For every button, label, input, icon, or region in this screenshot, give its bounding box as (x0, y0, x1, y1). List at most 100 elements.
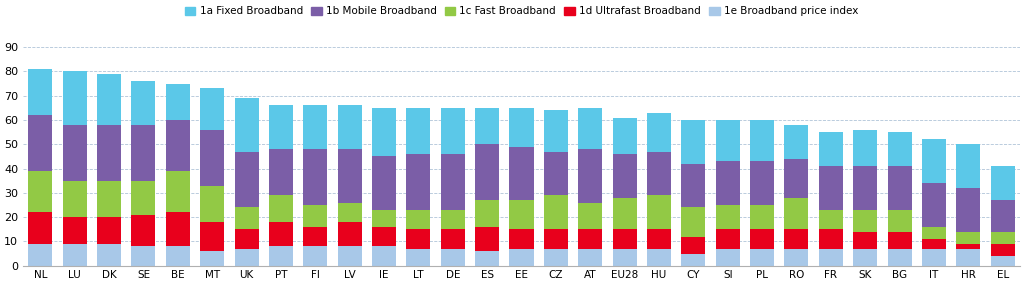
Bar (647, 249, 671, 266)
Bar (407, 108, 430, 154)
Bar (750, 229, 774, 249)
Bar (62, 181, 87, 217)
Bar (579, 229, 602, 249)
Bar (131, 246, 156, 266)
Bar (440, 154, 465, 210)
Bar (990, 200, 1015, 232)
Bar (956, 188, 980, 232)
Legend: 1a Fixed Broadband, 1b Mobile Broadband, 1c Fast Broadband, 1d Ultrafast Broadba: 1a Fixed Broadband, 1b Mobile Broadband,… (183, 4, 860, 18)
Bar (888, 132, 911, 166)
Bar (62, 244, 87, 266)
Bar (681, 237, 706, 254)
Bar (131, 81, 156, 125)
Bar (62, 71, 87, 125)
Bar (853, 210, 878, 232)
Bar (647, 113, 671, 151)
Bar (200, 185, 224, 222)
Bar (544, 151, 568, 195)
Bar (62, 217, 87, 244)
Bar (338, 246, 361, 266)
Bar (97, 181, 121, 217)
Bar (647, 195, 671, 229)
Bar (166, 83, 189, 120)
Bar (784, 159, 809, 198)
Bar (303, 105, 328, 149)
Bar (166, 212, 189, 246)
Bar (750, 120, 774, 161)
Bar (647, 151, 671, 195)
Bar (716, 205, 739, 229)
Bar (234, 207, 259, 229)
Bar (29, 212, 52, 244)
Bar (819, 249, 843, 266)
Bar (269, 246, 293, 266)
Bar (990, 166, 1015, 200)
Bar (716, 229, 739, 249)
Bar (612, 118, 637, 154)
Bar (372, 156, 396, 210)
Bar (922, 183, 946, 227)
Bar (853, 232, 878, 249)
Bar (303, 246, 328, 266)
Bar (475, 108, 499, 144)
Bar (200, 130, 224, 185)
Bar (579, 202, 602, 229)
Bar (544, 249, 568, 266)
Bar (681, 207, 706, 237)
Bar (579, 108, 602, 149)
Bar (750, 161, 774, 205)
Bar (612, 229, 637, 249)
Bar (131, 215, 156, 246)
Bar (475, 200, 499, 227)
Bar (269, 222, 293, 246)
Bar (888, 249, 911, 266)
Bar (784, 229, 809, 249)
Bar (475, 227, 499, 251)
Bar (510, 108, 534, 147)
Bar (269, 195, 293, 222)
Bar (922, 239, 946, 249)
Bar (234, 249, 259, 266)
Bar (853, 249, 878, 266)
Bar (888, 210, 911, 232)
Bar (612, 249, 637, 266)
Bar (853, 166, 878, 210)
Bar (510, 229, 534, 249)
Bar (647, 229, 671, 249)
Bar (475, 251, 499, 266)
Bar (338, 149, 361, 202)
Bar (612, 154, 637, 198)
Bar (338, 222, 361, 246)
Bar (372, 227, 396, 246)
Bar (956, 232, 980, 244)
Bar (819, 166, 843, 210)
Bar (62, 125, 87, 181)
Bar (440, 108, 465, 154)
Bar (29, 115, 52, 171)
Bar (922, 139, 946, 183)
Bar (819, 229, 843, 249)
Bar (956, 244, 980, 249)
Bar (922, 249, 946, 266)
Bar (97, 74, 121, 125)
Bar (819, 132, 843, 166)
Bar (888, 166, 911, 210)
Bar (269, 105, 293, 149)
Bar (407, 210, 430, 229)
Bar (681, 254, 706, 266)
Bar (888, 232, 911, 249)
Bar (681, 120, 706, 164)
Bar (784, 249, 809, 266)
Bar (440, 210, 465, 229)
Bar (990, 256, 1015, 266)
Bar (269, 149, 293, 195)
Bar (97, 125, 121, 181)
Bar (716, 120, 739, 161)
Bar (166, 120, 189, 171)
Bar (853, 130, 878, 166)
Bar (681, 164, 706, 207)
Bar (200, 222, 224, 251)
Bar (716, 161, 739, 205)
Bar (956, 249, 980, 266)
Bar (29, 69, 52, 115)
